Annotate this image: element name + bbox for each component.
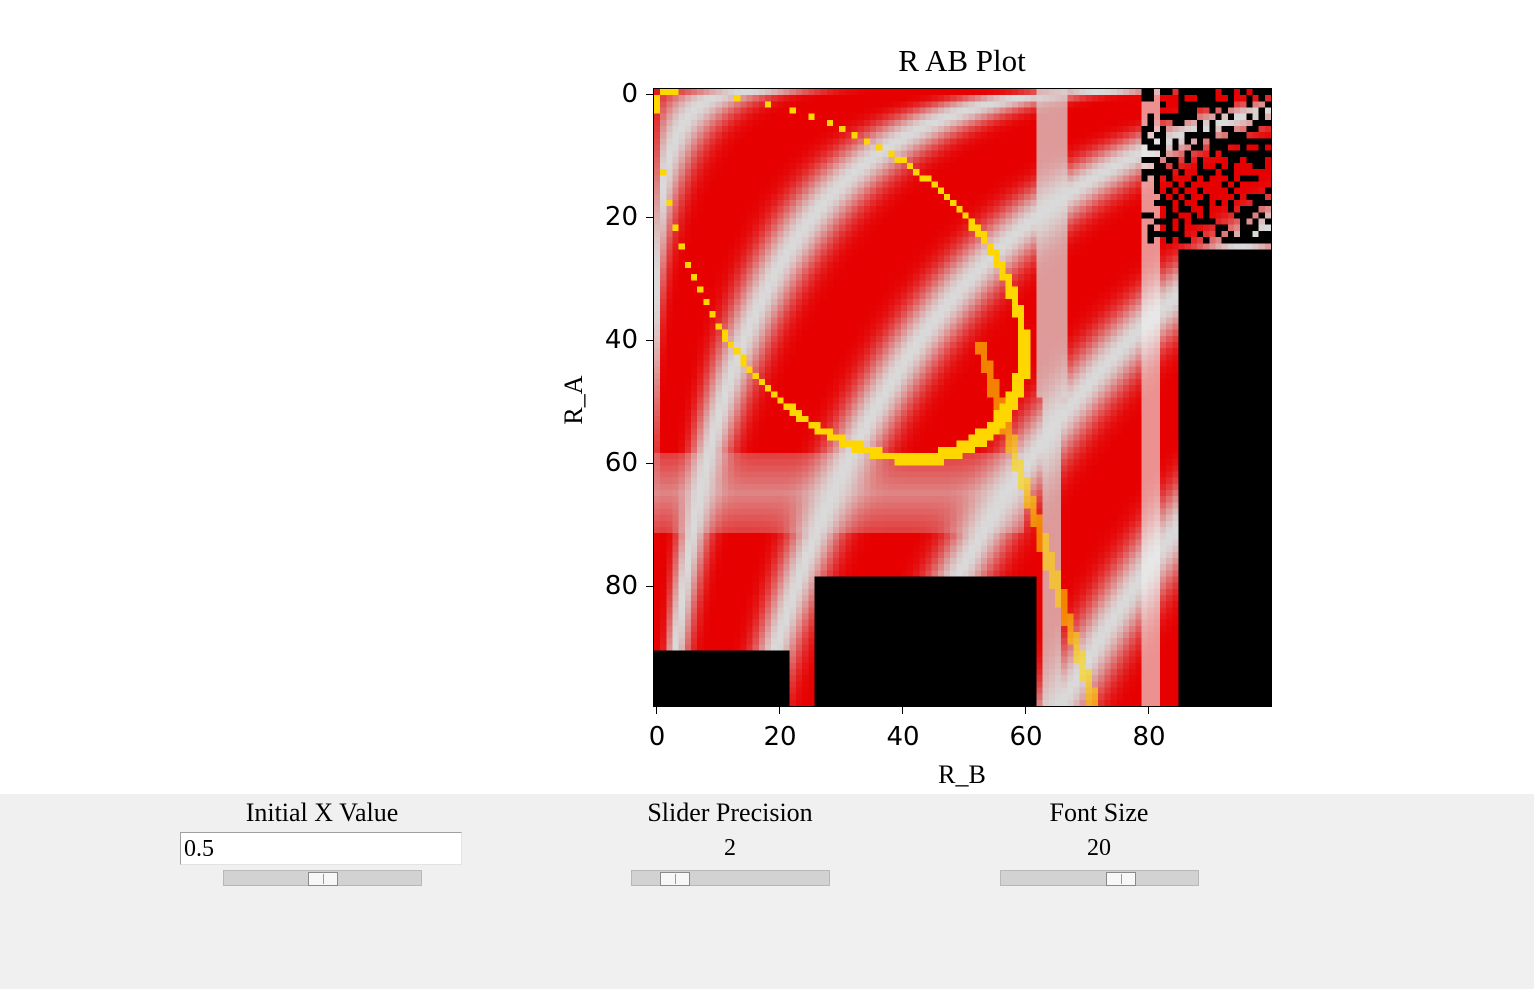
x-tick-mark <box>779 707 780 714</box>
x-tick-label: 20 <box>763 722 797 752</box>
x-tick-label: 80 <box>1132 722 1166 752</box>
x-tick-label: 60 <box>1009 722 1043 752</box>
initial-x-label: Initial X Value <box>245 798 399 827</box>
slider-precision-label: Slider Precision <box>647 798 813 827</box>
x-tick-mark <box>1148 707 1149 714</box>
slider-precision-slider[interactable] <box>631 870 830 886</box>
plot-area: R AB Plot 0 20 40 60 80 0 20 40 60 80 R_… <box>559 43 1272 789</box>
font-size-slider-thumb[interactable] <box>1106 872 1136 886</box>
y-tick-label: 60 <box>604 448 638 478</box>
x-tick-label: 40 <box>886 722 920 752</box>
y-tick-mark <box>646 94 653 95</box>
font-size-value: 20 <box>1087 835 1111 861</box>
heatmap-image[interactable] <box>654 89 1271 706</box>
controls-panel: Initial X Value 0.5 Slider Precision 2 F… <box>0 794 1534 989</box>
initial-x-slider[interactable] <box>223 870 422 886</box>
y-tick-mark <box>646 340 653 341</box>
x-tick-mark <box>902 707 903 714</box>
font-size-label: Font Size <box>1049 798 1149 827</box>
y-tick-mark <box>646 586 653 587</box>
x-tick-mark <box>1025 707 1026 714</box>
plot-title: R AB Plot <box>898 43 1026 78</box>
x-tick-mark <box>656 707 657 714</box>
y-tick-label: 0 <box>621 79 638 109</box>
y-tick-label: 40 <box>604 325 638 355</box>
heatmap-canvas[interactable] <box>654 89 1271 706</box>
y-tick-label: 80 <box>604 571 638 601</box>
font-size-slider[interactable] <box>1000 870 1199 886</box>
y-tick-mark <box>646 463 653 464</box>
initial-x-slider-thumb[interactable] <box>308 872 338 886</box>
slider-precision-value: 2 <box>724 835 736 861</box>
slider-precision-slider-thumb[interactable] <box>660 872 690 886</box>
initial-x-input[interactable]: 0.5 <box>180 832 462 865</box>
y-axis-label: R_A <box>559 375 588 425</box>
x-tick-label: 0 <box>648 722 666 752</box>
y-tick-mark <box>646 217 653 218</box>
x-axis-label: R_B <box>938 760 986 789</box>
y-tick-label: 20 <box>604 202 638 232</box>
